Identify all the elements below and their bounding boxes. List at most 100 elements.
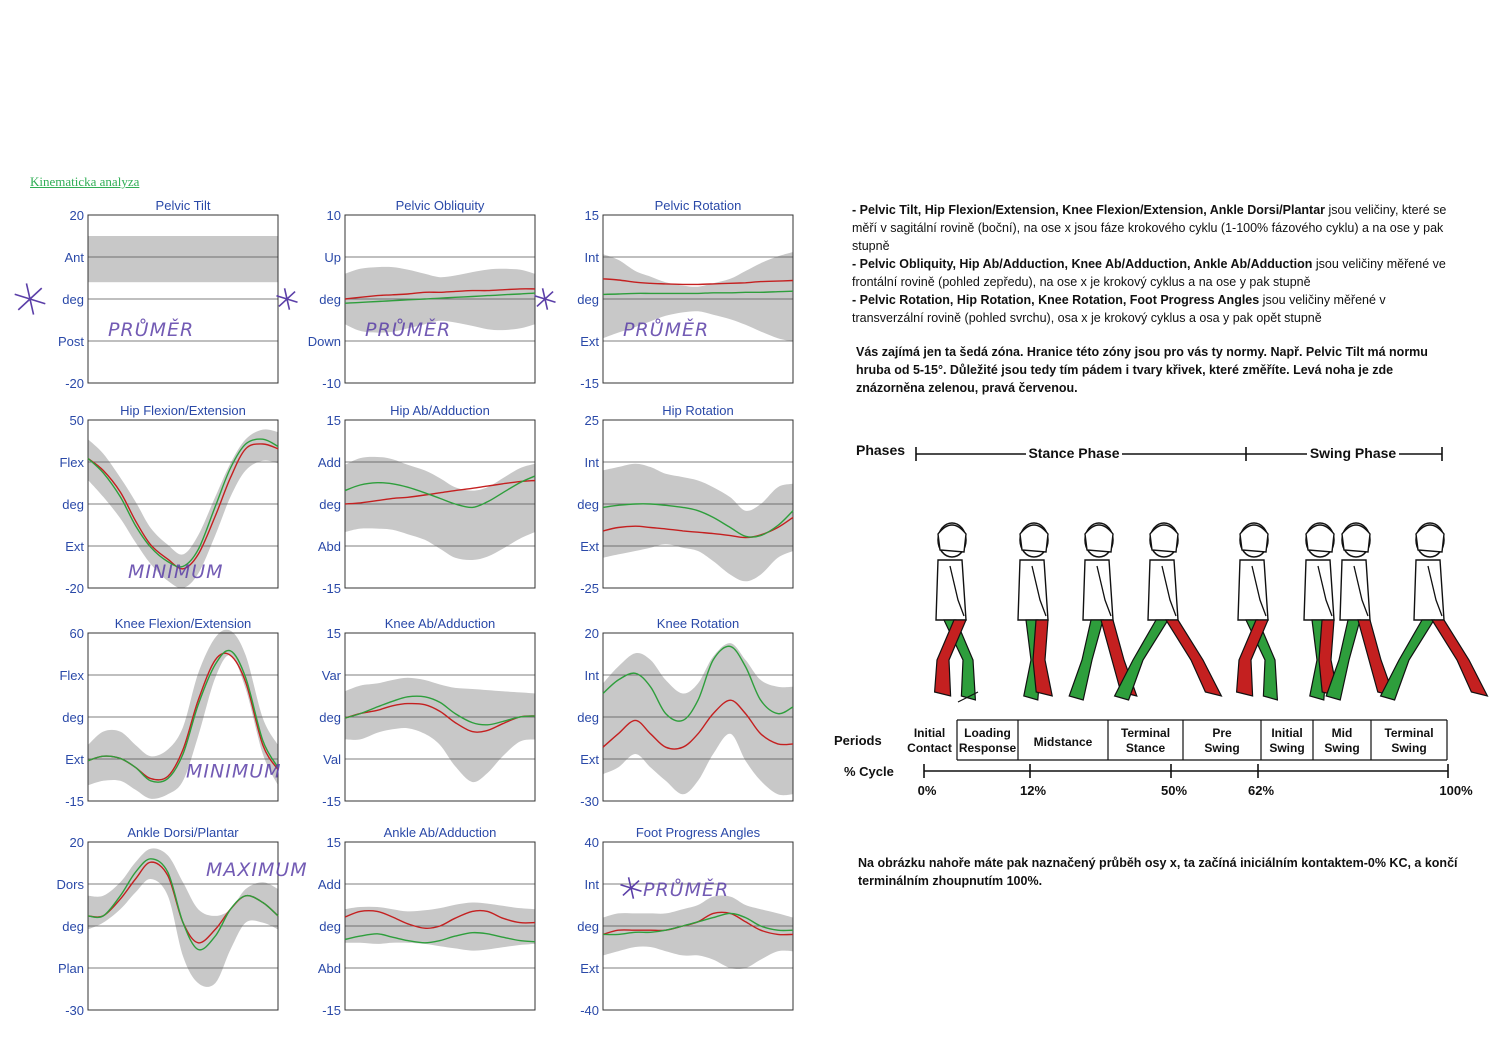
chart-frame (87, 841, 279, 1011)
chart-frame (344, 632, 536, 802)
cycle-tick-label: 0% (918, 783, 937, 798)
norm-band (345, 456, 535, 561)
y-tick-label: Abd (318, 539, 341, 554)
right-leg-line (344, 288, 536, 300)
chart-pelvic-rotation: Pelvic Rotation 15 Int deg Ext -15 PRŮMĚR (534, 198, 794, 391)
y-tick-label: -30 (580, 794, 599, 809)
handwritten-annotation: PRŮMĚR (643, 877, 729, 901)
chart-title: Hip Flexion/Extension (120, 403, 246, 418)
y-tick-label: Int (585, 455, 600, 470)
chart-title: Ankle Ab/Adduction (384, 825, 497, 840)
asterisk-mark (534, 288, 556, 310)
y-tick-label: -15 (65, 794, 84, 809)
y-tick-label: -40 (580, 1003, 599, 1018)
chart-frame (344, 841, 536, 1011)
walking-figure (933, 522, 977, 701)
y-tick-label: -20 (65, 376, 84, 391)
phase-label-bg (1307, 444, 1399, 462)
planes-notes: - Pelvic Tilt, Hip Flexion/Extension, Kn… (852, 201, 1452, 327)
chart-frame (87, 419, 279, 589)
period-label: Terminal (1384, 726, 1433, 740)
period-label: Stance (1126, 741, 1166, 755)
y-tick-label: 15 (327, 626, 341, 641)
chart-title: Ankle Dorsi/Plantar (127, 825, 239, 840)
left-leg-line (87, 649, 279, 783)
chart-frame (602, 632, 794, 802)
y-tick-label: deg (577, 292, 599, 307)
left-leg-line (344, 931, 536, 944)
y-tick-label: 60 (70, 626, 84, 641)
left-leg-line (602, 645, 794, 722)
chart-hip-flexion: Hip Flexion/Extension 50 Flex deg Ext -20 MINI… (59, 403, 279, 596)
analysis-title: Kinematicka analyza (30, 174, 140, 189)
periods-label: Periods (834, 733, 882, 748)
y-tick-label: Plan (58, 961, 84, 976)
y-tick-label: 25 (585, 413, 599, 428)
chart-ankle-dorsi: Ankle Dorsi/Plantar 20 Dors deg Plan -30 MAXIM… (57, 825, 307, 1018)
y-tick-label: Dors (57, 877, 85, 892)
notes-transverse-heading: - Pelvic Rotation, Hip Rotation, Knee Ro… (852, 293, 1260, 307)
handwritten-annotation: PRŮMĚR (623, 317, 709, 341)
walking-figure (1379, 522, 1489, 701)
y-tick-label: 20 (585, 626, 599, 641)
y-tick-label: -15 (322, 1003, 341, 1018)
chart-knee-abduction: Knee Ab/Adduction 15 Var deg Val -15 (319, 616, 536, 809)
handwritten-annotation: PRŮMĚR (365, 317, 451, 341)
notes-sagittal-heading: - Pelvic Tilt, Hip Flexion/Extension, Kn… (852, 203, 1326, 217)
y-tick-label: -20 (65, 581, 84, 596)
cycle-tick-label: 100% (1439, 783, 1473, 798)
y-tick-label: Flex (59, 668, 84, 683)
norm-band (88, 629, 278, 799)
norm-band (345, 266, 535, 333)
y-tick-label: deg (577, 919, 599, 934)
y-tick-label: Ext (580, 539, 599, 554)
chart-pelvic-obliquity: Pelvic Obliquity 10 Up deg Down -10 PRŮMĚR (276, 198, 536, 391)
period-label: Initial (1271, 726, 1302, 740)
chart-hip-rotation: Hip Rotation 25 Int deg Ext -25 (577, 403, 794, 596)
y-tick-label: deg (62, 919, 84, 934)
chart-title: Knee Ab/Adduction (385, 616, 496, 631)
chart-frame (602, 214, 794, 384)
left-leg-line (602, 912, 794, 936)
y-tick-label: 20 (70, 208, 84, 223)
y-tick-label: deg (62, 497, 84, 512)
y-tick-label: Up (324, 250, 341, 265)
right-leg-line (344, 479, 536, 505)
chart-frame (602, 419, 794, 589)
period-label: Initial (914, 726, 945, 740)
y-tick-label: 20 (70, 835, 84, 850)
y-tick-label: Int (585, 668, 600, 683)
asterisk-mark (14, 283, 46, 315)
norm-band (603, 463, 793, 582)
chart-hip-abduction: Hip Ab/Adduction 15 Add deg Abd -15 (318, 403, 536, 596)
y-tick-label: -25 (580, 581, 599, 596)
walking-figure (1325, 522, 1395, 701)
y-tick-label: Down (308, 334, 341, 349)
cycle-tick-label: 62% (1248, 783, 1274, 798)
notes-frontal-text: jsou veličiny měřené ve frontální rovině… (852, 257, 1446, 289)
chart-frame (87, 214, 279, 384)
cycle-tick-label: 50% (1161, 783, 1187, 798)
chart-frame (87, 632, 279, 802)
right-leg-line (87, 443, 279, 570)
y-tick-label: -10 (322, 376, 341, 391)
walking-figure (1303, 522, 1339, 701)
y-tick-label: Add (318, 877, 341, 892)
handwritten-annotation: MINIMUM (128, 561, 224, 583)
y-tick-label: deg (62, 710, 84, 725)
y-tick-label: 40 (585, 835, 599, 850)
chart-knee-rotation: Knee Rotation 20 Int deg Ext -30 (577, 616, 794, 809)
walking-figure (1017, 522, 1053, 701)
y-tick-label: deg (319, 497, 341, 512)
walking-figure (1235, 522, 1279, 701)
period-label: Response (959, 741, 1017, 755)
period-label: Loading (964, 726, 1011, 740)
gait-cycle-diagram: Phases Stance Phase Swing Phase Periods Init… (834, 442, 1489, 798)
handwritten-annotation: MINIMUM (186, 760, 282, 782)
y-tick-label: deg (62, 292, 84, 307)
x-axis-notes: Na obrázku nahoře máte pak naznačený prů… (858, 856, 1458, 888)
y-tick-label: Ext (580, 961, 599, 976)
chart-frame (602, 841, 794, 1011)
phases-label: Phases (856, 442, 905, 458)
